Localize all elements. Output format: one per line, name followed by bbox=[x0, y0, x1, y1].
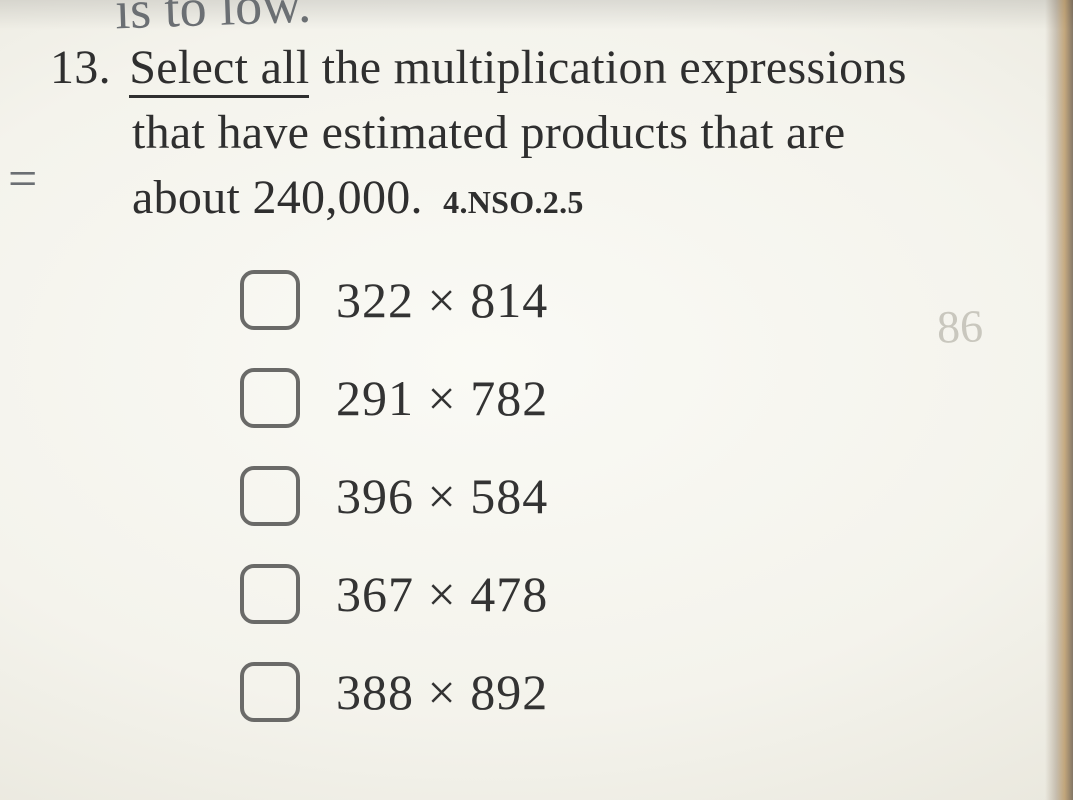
question-line-3: about 240,000. 4.NSO.2.5 bbox=[132, 166, 1033, 231]
options-list: 322 × 814 291 × 782 396 × 584 367 × 478 … bbox=[240, 270, 1033, 722]
checkbox[interactable] bbox=[240, 466, 300, 526]
checkbox[interactable] bbox=[240, 564, 300, 624]
page-right-edge bbox=[1045, 0, 1073, 800]
option-row: 322 × 814 bbox=[240, 270, 1033, 330]
option-text: 291 × 782 bbox=[336, 369, 548, 427]
question-number: 13. bbox=[50, 36, 111, 101]
option-text: 367 × 478 bbox=[336, 565, 548, 623]
select-all-phrase: Select all bbox=[129, 41, 309, 98]
question-value: 240,000. bbox=[252, 171, 422, 224]
checkbox[interactable] bbox=[240, 270, 300, 330]
handwriting-top: is to low. bbox=[114, 0, 312, 41]
worksheet-page: is to low. = 13. Select all the multipli… bbox=[0, 0, 1073, 800]
option-row: 291 × 782 bbox=[240, 368, 1033, 428]
question-line3-lead: about bbox=[132, 171, 252, 224]
option-text: 388 × 892 bbox=[336, 663, 548, 721]
option-text: 322 × 814 bbox=[336, 271, 548, 329]
checkbox[interactable] bbox=[240, 368, 300, 428]
option-text: 396 × 584 bbox=[336, 467, 548, 525]
question-line-2: that have estimated products that are bbox=[132, 101, 1033, 166]
handwriting-equals: = bbox=[8, 150, 37, 209]
faint-pencil-mark: 86 bbox=[936, 299, 984, 354]
question-line-1: 13. Select all the multiplication expres… bbox=[50, 36, 1033, 101]
standard-code: 4.NSO.2.5 bbox=[443, 184, 584, 220]
question-line1-tail: the multiplication expressions bbox=[309, 41, 906, 94]
option-row: 367 × 478 bbox=[240, 564, 1033, 624]
option-row: 388 × 892 bbox=[240, 662, 1033, 722]
question-block: 13. Select all the multiplication expres… bbox=[50, 36, 1033, 230]
option-row: 396 × 584 bbox=[240, 466, 1033, 526]
checkbox[interactable] bbox=[240, 662, 300, 722]
